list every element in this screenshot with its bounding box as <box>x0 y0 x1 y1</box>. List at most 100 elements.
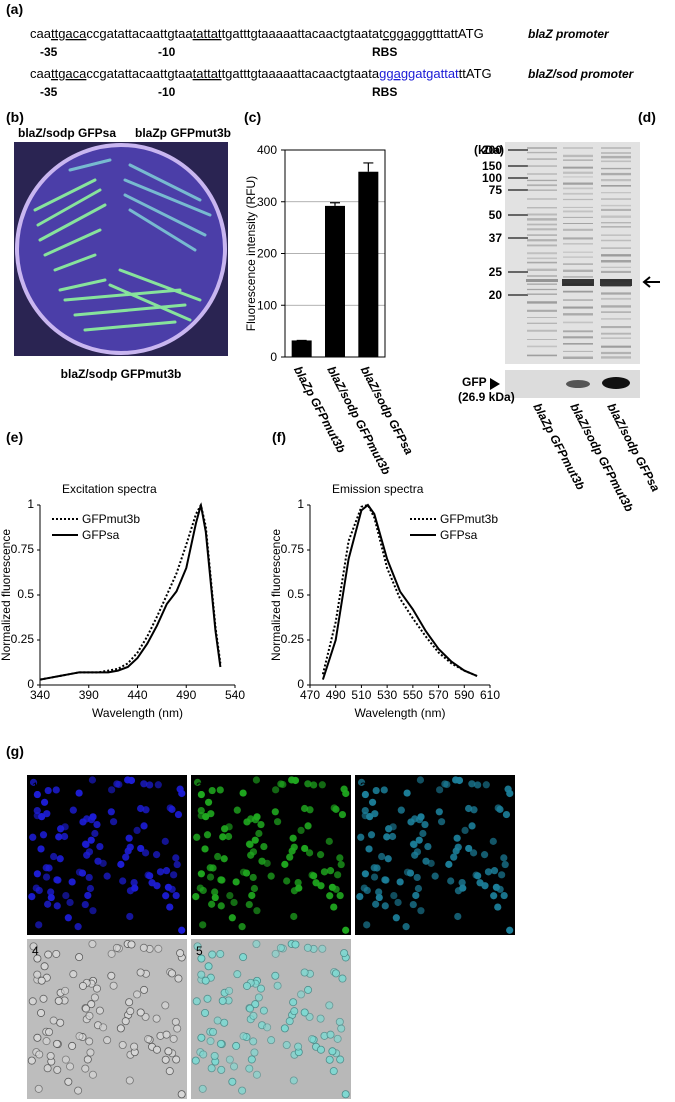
cell <box>34 1084 43 1093</box>
cell <box>45 864 53 872</box>
lane-band <box>526 279 558 282</box>
cell <box>33 954 42 963</box>
cell <box>304 780 312 788</box>
cell <box>42 1037 51 1046</box>
band-label: GFP <box>462 375 487 389</box>
cell <box>64 1077 73 1086</box>
cell <box>303 943 312 952</box>
microscopy: 1 2 3 4 5 <box>27 775 515 1099</box>
cell <box>154 944 163 953</box>
cell <box>424 842 432 851</box>
cell <box>201 976 210 985</box>
seq-part: gtttattATG <box>425 26 483 41</box>
cell <box>69 970 78 979</box>
cell <box>164 883 172 891</box>
cell <box>361 790 369 799</box>
cell <box>329 1067 338 1076</box>
cell <box>407 818 415 826</box>
cell <box>378 852 386 861</box>
seq-part: tattat <box>193 26 222 41</box>
cell <box>256 984 265 993</box>
y-axis-label: Normalized fluorescence <box>269 529 283 661</box>
cell <box>245 1064 254 1073</box>
cell <box>133 826 141 834</box>
cell <box>50 852 58 861</box>
ladder-label: 200 <box>482 143 502 157</box>
y-tick-label: 100 <box>257 298 277 312</box>
cell <box>39 831 48 839</box>
cell <box>498 871 506 879</box>
cell <box>61 986 70 995</box>
ladder-label: 37 <box>489 231 503 245</box>
cell <box>459 884 467 892</box>
sequence: caattgacaccgatattacaattgtaatattattgatttg… <box>30 66 492 81</box>
cell <box>168 805 176 813</box>
panel-label: (c) <box>244 109 261 125</box>
cell <box>166 903 174 911</box>
cell <box>250 884 259 893</box>
cell <box>325 1055 334 1064</box>
cell <box>137 804 145 813</box>
cell <box>202 813 210 821</box>
x-tick-label: 390 <box>79 688 99 702</box>
cell <box>35 921 43 929</box>
cell <box>75 868 84 876</box>
seq-part: ttgaca <box>51 66 87 81</box>
streak <box>33 178 107 292</box>
cell <box>144 1035 153 1044</box>
ladder-label: 50 <box>489 208 503 222</box>
cell <box>250 1048 259 1057</box>
cell <box>252 1070 261 1079</box>
cell <box>53 876 61 884</box>
cell <box>83 1055 92 1064</box>
cell <box>285 1017 294 1026</box>
cell <box>37 1008 46 1017</box>
cell <box>78 981 87 990</box>
cell <box>42 873 51 881</box>
seq-part: ggagg <box>379 66 415 81</box>
cell <box>28 997 37 1006</box>
cell <box>294 878 302 887</box>
cell <box>29 942 38 951</box>
cell <box>342 926 350 934</box>
cell <box>172 891 180 900</box>
cell <box>88 776 97 784</box>
cell <box>305 849 314 857</box>
cell <box>239 953 248 962</box>
cell <box>204 798 213 806</box>
cell <box>419 829 427 838</box>
cell <box>402 923 410 931</box>
cell <box>252 776 261 784</box>
cell <box>445 860 453 868</box>
x-axis-label: Wavelength (nm) <box>92 706 183 720</box>
cell <box>289 998 298 1007</box>
panel-label: (d) <box>638 109 656 125</box>
cell <box>82 841 90 849</box>
cell <box>54 996 63 1005</box>
cell <box>192 997 201 1006</box>
series-line <box>321 503 478 677</box>
cell <box>218 996 227 1005</box>
cell <box>304 822 312 830</box>
cell <box>397 806 405 814</box>
cell <box>208 950 217 959</box>
cell <box>489 837 497 845</box>
cell <box>53 1065 62 1074</box>
cell <box>125 998 134 1007</box>
cell <box>337 1024 346 1033</box>
cell <box>49 1016 58 1025</box>
cell <box>294 1042 303 1051</box>
x-tick-label: blaZ/sodp GFPmut3b <box>324 364 393 477</box>
cell <box>33 870 41 878</box>
cell <box>162 892 170 900</box>
cell <box>35 1050 44 1059</box>
x-tick-label: 490 <box>326 688 346 702</box>
seq-part: caa <box>30 66 52 81</box>
cell <box>326 1030 335 1039</box>
box-label: RBS <box>372 45 397 59</box>
cell <box>383 833 391 841</box>
cell <box>502 810 511 819</box>
cell <box>90 993 99 1002</box>
cell <box>136 1008 145 1017</box>
cell <box>216 1039 225 1048</box>
